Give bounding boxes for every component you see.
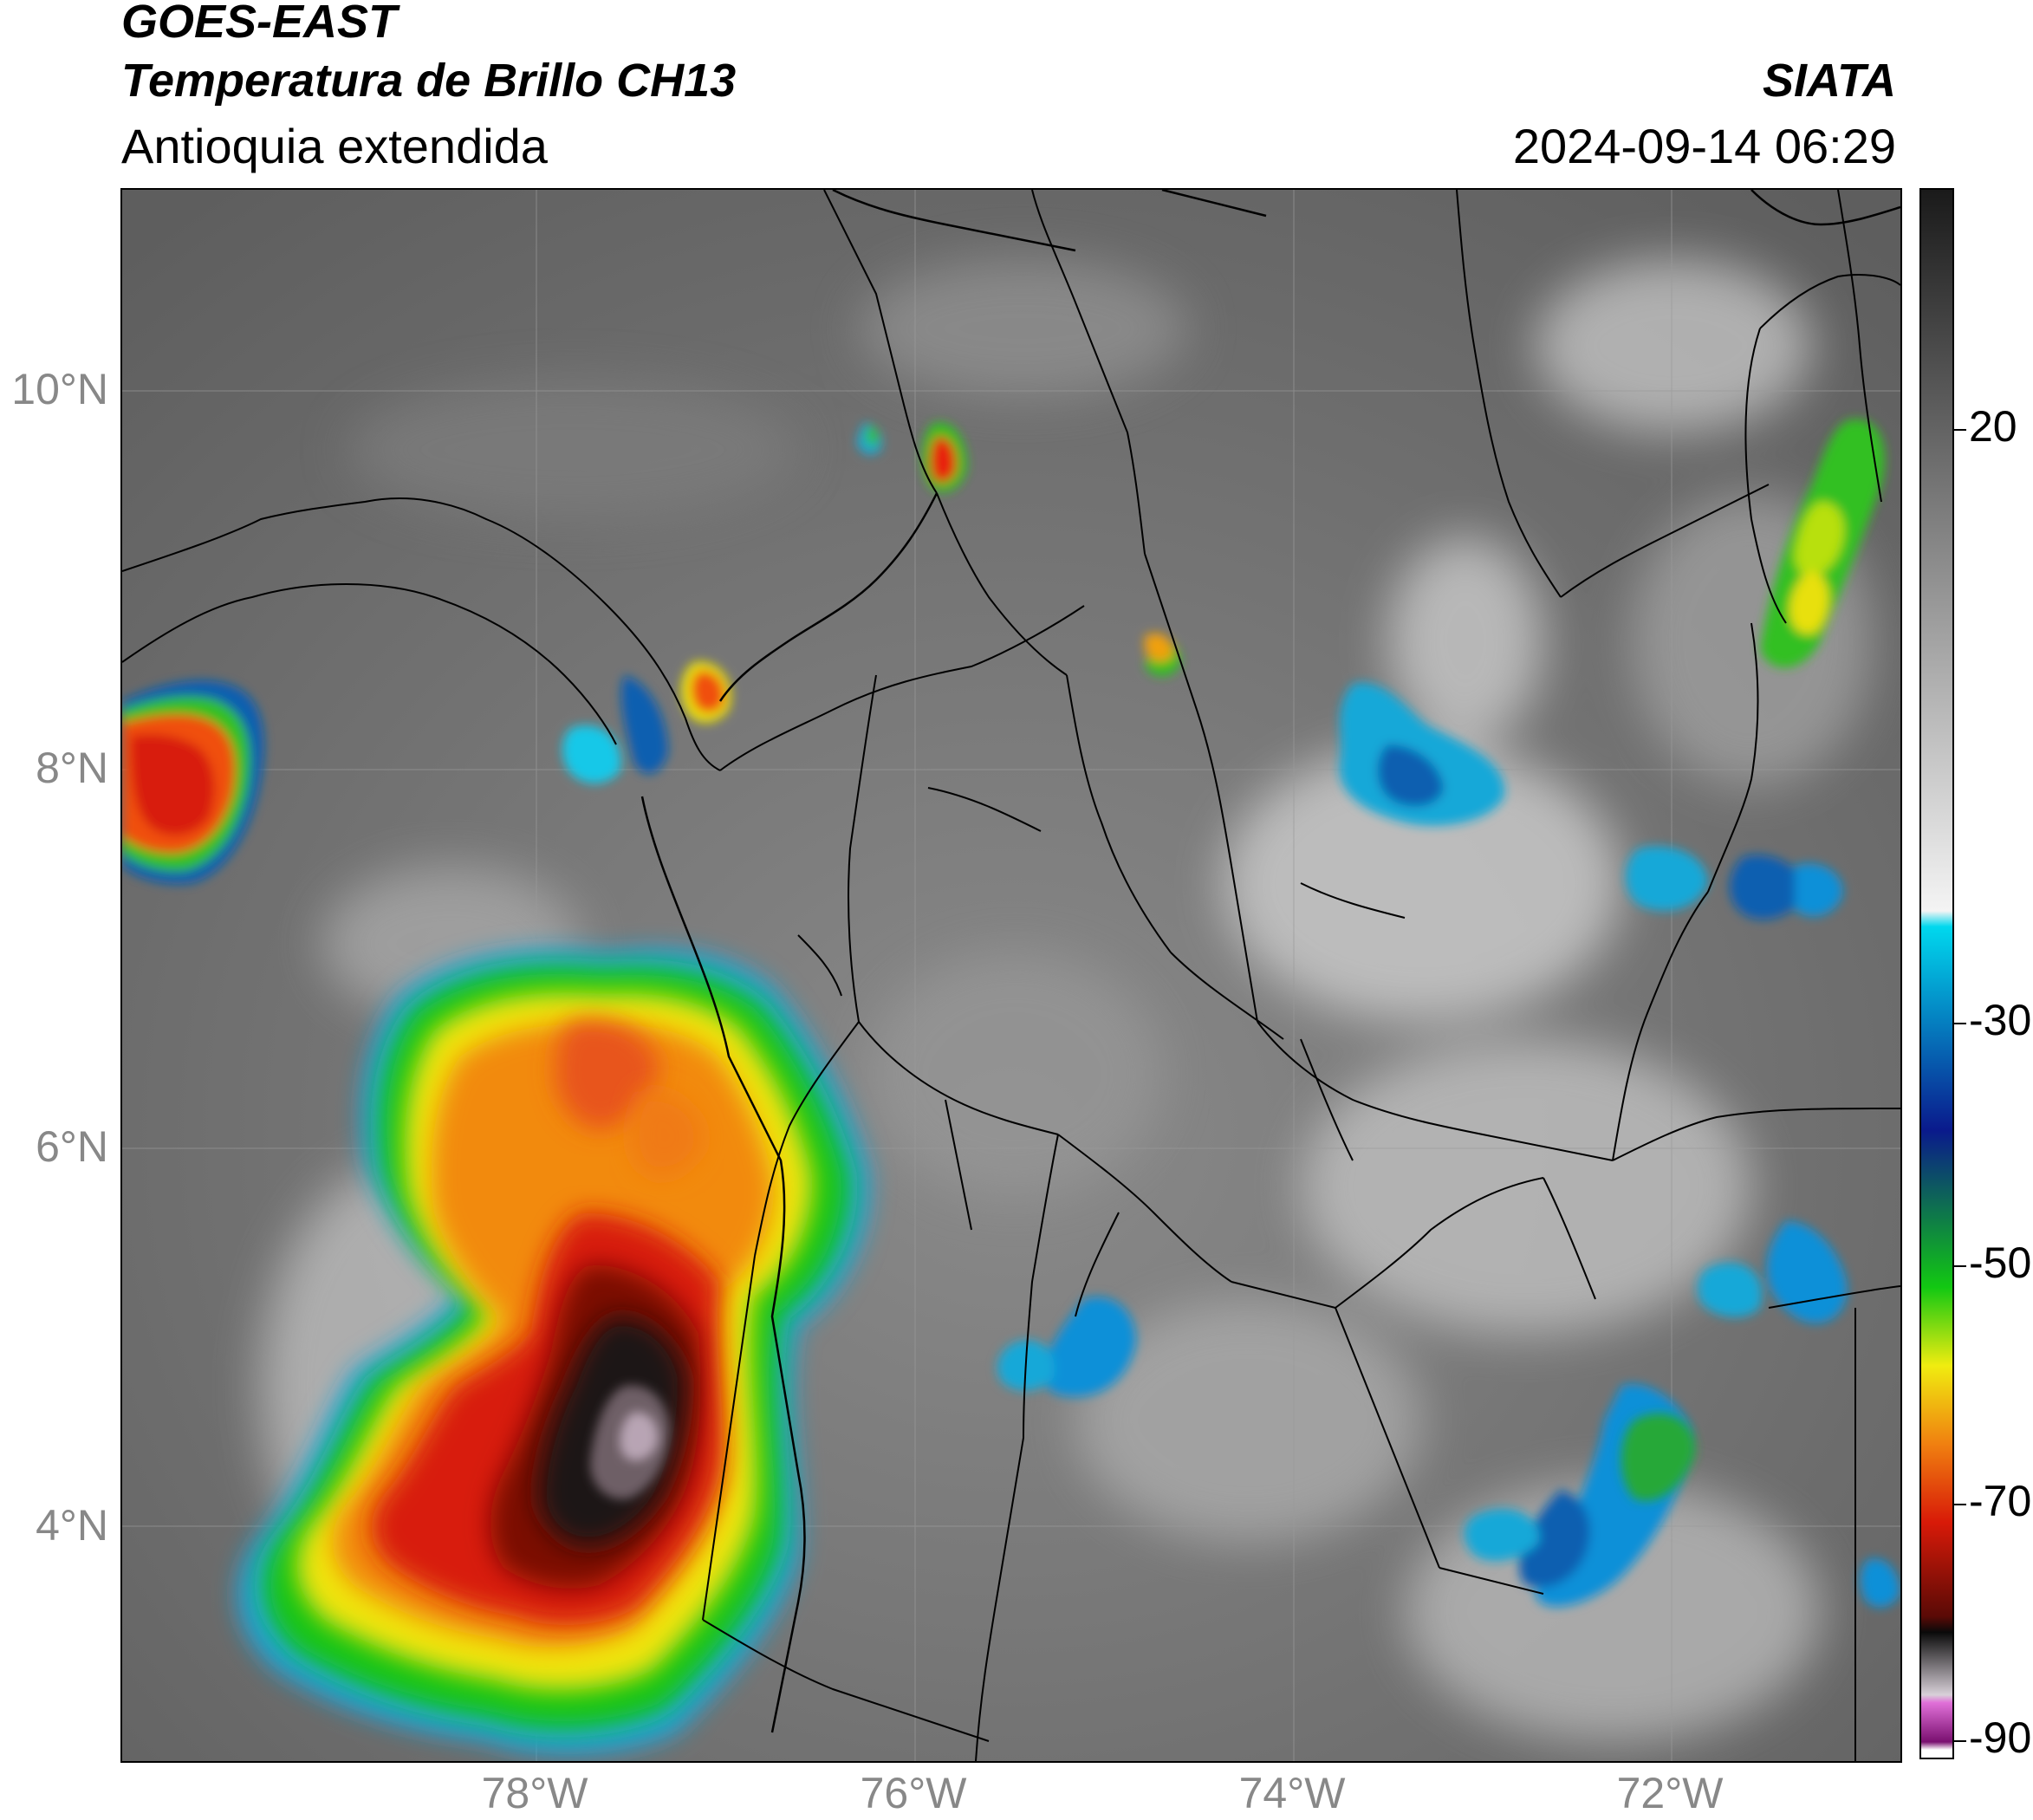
colorbar-tick-minus30: [1954, 1023, 1966, 1024]
latitude-label-8n: 8°N: [36, 744, 108, 792]
colorbar-label-minus50: -50: [1969, 1238, 2032, 1287]
colorbar-label-minus30: -30: [1969, 996, 2032, 1044]
political-borders: [122, 190, 1900, 1761]
organization-label: SIATA: [1763, 55, 1896, 107]
small-storm-cells: [680, 422, 967, 723]
colorbar-tick-minus50: [1954, 1265, 1966, 1267]
colorbar-tick-minus90: [1954, 1740, 1966, 1742]
satellite-map-image: [122, 190, 1900, 1761]
colorbar-tick-20: [1954, 429, 1966, 431]
region-subtitle: Antioquia extendida: [121, 119, 548, 173]
main-convective-system: [237, 949, 869, 1755]
colorbar-label-20: 20: [1969, 402, 2017, 451]
latitude-label-4n: 4°N: [36, 1501, 108, 1550]
cold-cloud-cells-green: [1145, 419, 1885, 1501]
coastlines: [640, 190, 1900, 1733]
latitude-label-6n: 6°N: [36, 1122, 108, 1171]
datetime-label: 2024-09-14 06:29: [1512, 119, 1896, 173]
colorbar-label-minus90: -90: [1969, 1713, 2032, 1762]
title-line-2: Temperatura de Brillo CH13: [121, 55, 737, 107]
longitude-label-78w: 78°W: [481, 1769, 588, 1817]
temperature-colorbar: [1919, 188, 1954, 1759]
title-line-1: GOES-EAST: [121, 0, 398, 48]
longitude-label-72w: 72°W: [1616, 1769, 1724, 1817]
satellite-map: [120, 188, 1902, 1763]
colorbar-tick-minus70: [1954, 1504, 1966, 1505]
longitude-label-74w: 74°W: [1238, 1769, 1346, 1817]
latitude-label-10n: 10°N: [11, 365, 108, 413]
colorbar-label-minus70: -70: [1969, 1477, 2032, 1525]
longitude-label-76w: 76°W: [860, 1769, 967, 1817]
left-edge-storm: [122, 680, 264, 884]
